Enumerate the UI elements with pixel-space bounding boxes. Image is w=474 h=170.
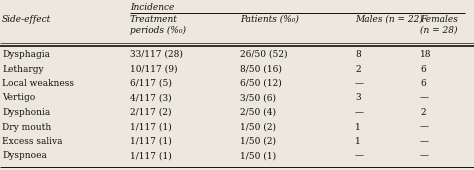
Text: —: — bbox=[420, 94, 429, 103]
Text: 4/117 (3): 4/117 (3) bbox=[130, 94, 172, 103]
Text: 1: 1 bbox=[355, 123, 361, 132]
Text: 3/50 (6): 3/50 (6) bbox=[240, 94, 276, 103]
Text: —: — bbox=[420, 123, 429, 132]
Text: 33/117 (28): 33/117 (28) bbox=[130, 50, 183, 59]
Text: 6: 6 bbox=[420, 64, 426, 73]
Text: Lethargy: Lethargy bbox=[2, 64, 44, 73]
Text: 2/117 (2): 2/117 (2) bbox=[130, 108, 172, 117]
Text: 6: 6 bbox=[420, 79, 426, 88]
Text: Dysphonia: Dysphonia bbox=[2, 108, 50, 117]
Text: 2/50 (4): 2/50 (4) bbox=[240, 108, 276, 117]
Text: 18: 18 bbox=[420, 50, 431, 59]
Text: 2: 2 bbox=[355, 64, 361, 73]
Text: 6/50 (12): 6/50 (12) bbox=[240, 79, 282, 88]
Text: —: — bbox=[355, 79, 364, 88]
Text: Females: Females bbox=[420, 15, 458, 24]
Text: Dysphagia: Dysphagia bbox=[2, 50, 50, 59]
Text: —: — bbox=[420, 151, 429, 160]
Text: 1/50 (1): 1/50 (1) bbox=[240, 151, 276, 160]
Text: Treatment: Treatment bbox=[130, 15, 178, 24]
Text: 10/117 (9): 10/117 (9) bbox=[130, 64, 177, 73]
Text: 26/50 (52): 26/50 (52) bbox=[240, 50, 288, 59]
Text: 2: 2 bbox=[420, 108, 426, 117]
Text: 3: 3 bbox=[355, 94, 361, 103]
Text: 8: 8 bbox=[355, 50, 361, 59]
Text: Dyspnoea: Dyspnoea bbox=[2, 151, 47, 160]
Text: —: — bbox=[355, 151, 364, 160]
Text: —: — bbox=[355, 108, 364, 117]
Text: 1/50 (2): 1/50 (2) bbox=[240, 123, 276, 132]
Text: 1/117 (1): 1/117 (1) bbox=[130, 151, 172, 160]
Text: Incidence: Incidence bbox=[130, 3, 174, 12]
Text: Dry mouth: Dry mouth bbox=[2, 123, 51, 132]
Text: Local weakness: Local weakness bbox=[2, 79, 74, 88]
Text: 1/50 (2): 1/50 (2) bbox=[240, 137, 276, 146]
Text: —: — bbox=[420, 137, 429, 146]
Text: Vertigo: Vertigo bbox=[2, 94, 35, 103]
Text: 1/117 (1): 1/117 (1) bbox=[130, 123, 172, 132]
Text: 8/50 (16): 8/50 (16) bbox=[240, 64, 282, 73]
Text: periods (%₀): periods (%₀) bbox=[130, 26, 186, 35]
Text: Patients (%₀): Patients (%₀) bbox=[240, 15, 299, 24]
Text: 1/117 (1): 1/117 (1) bbox=[130, 137, 172, 146]
Text: Excess saliva: Excess saliva bbox=[2, 137, 63, 146]
Text: 6/117 (5): 6/117 (5) bbox=[130, 79, 172, 88]
Text: 1: 1 bbox=[355, 137, 361, 146]
Text: Males (n = 22): Males (n = 22) bbox=[355, 15, 423, 24]
Text: Side-effect: Side-effect bbox=[2, 15, 51, 24]
Text: (n = 28): (n = 28) bbox=[420, 26, 457, 35]
